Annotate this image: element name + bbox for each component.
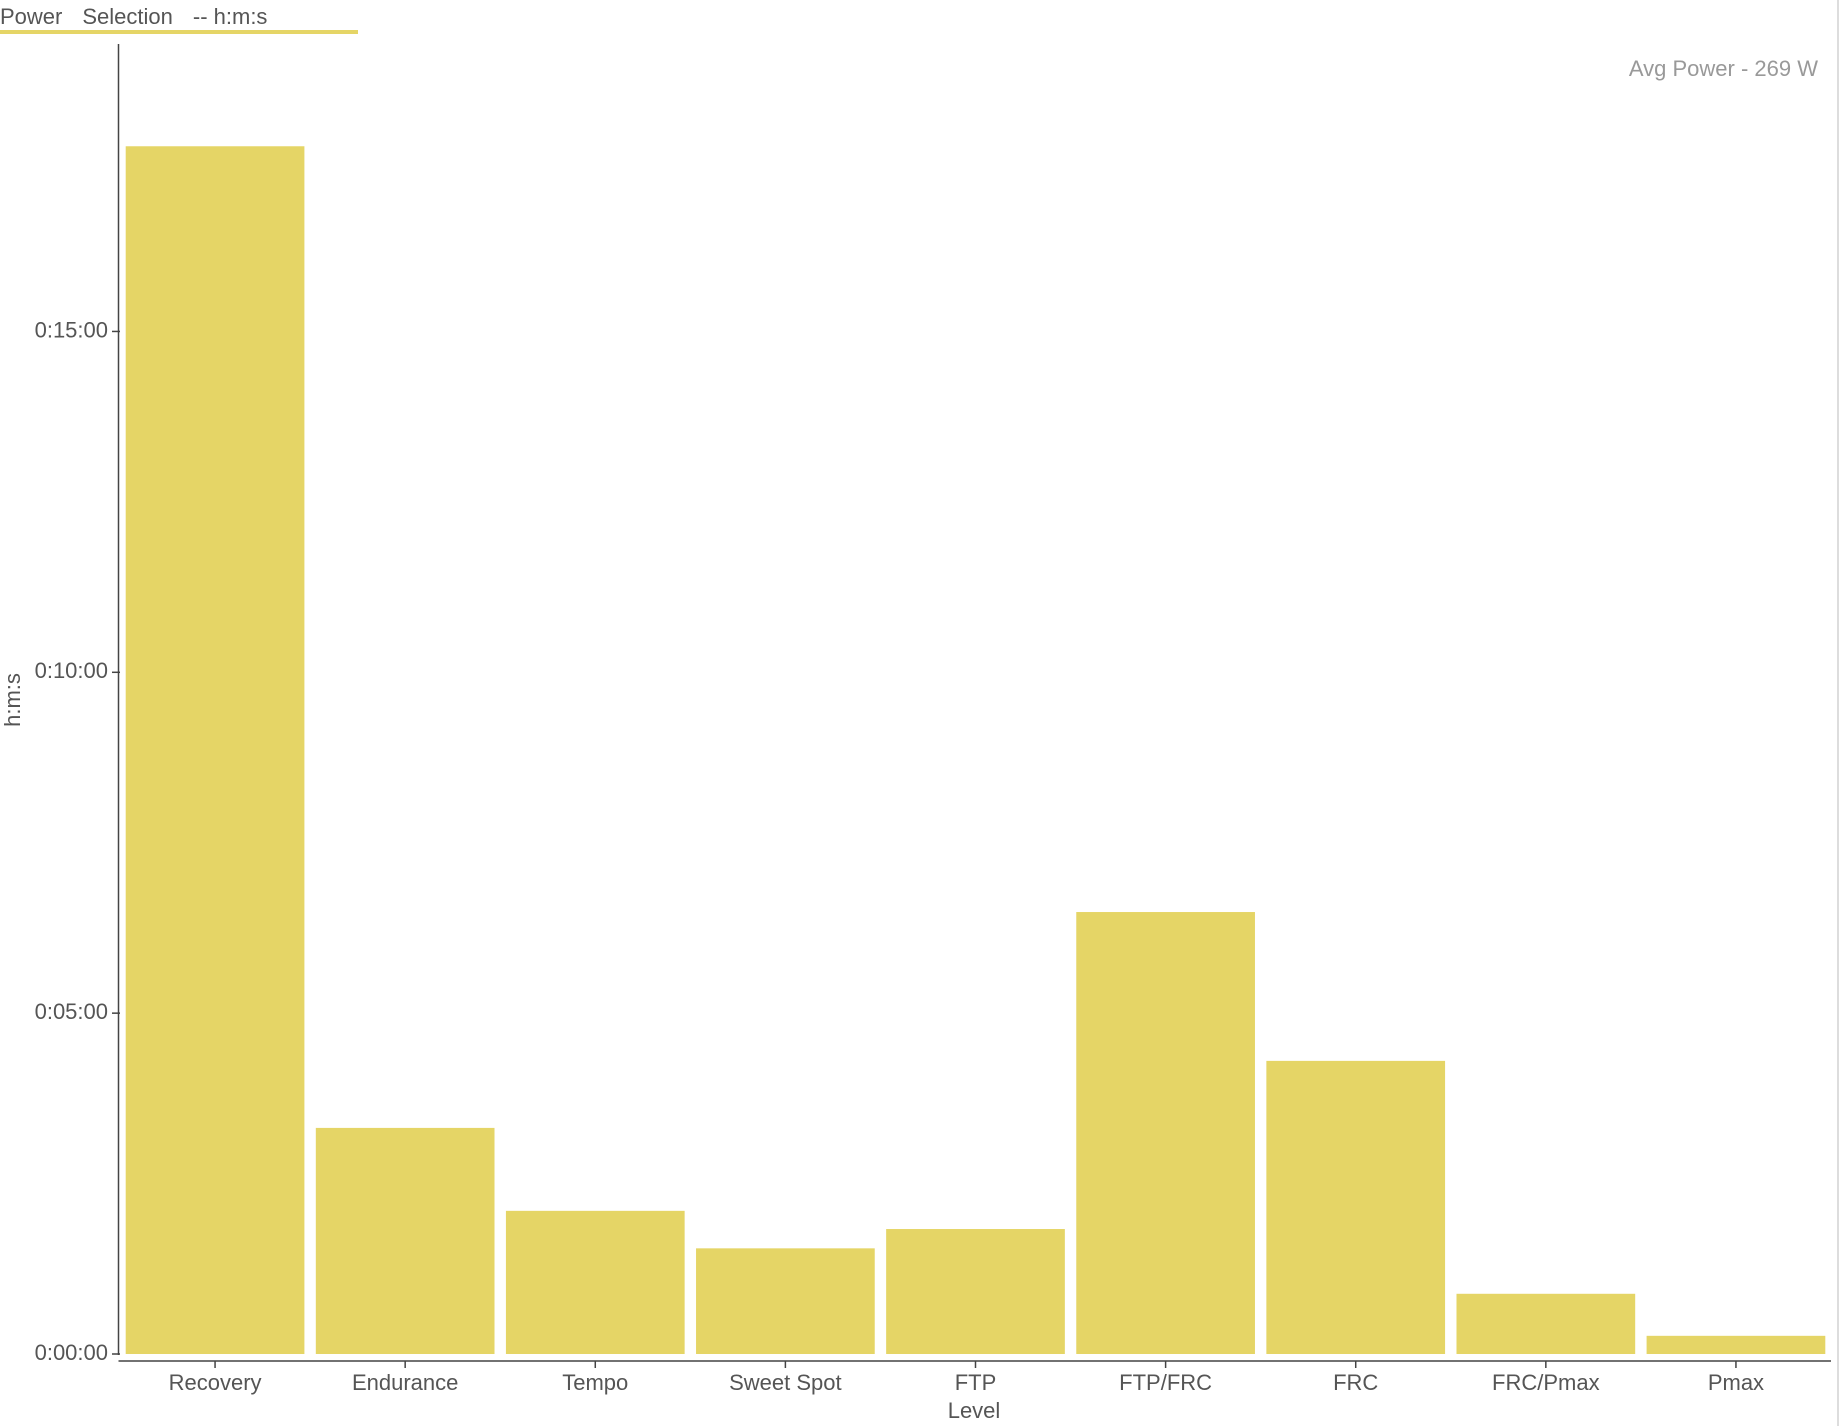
x-axis-label: Level <box>948 1398 1001 1423</box>
bar <box>315 1127 495 1354</box>
bar <box>1076 912 1255 1354</box>
y-tick-label: 0:10:00 <box>35 658 108 683</box>
bar <box>1456 1293 1636 1354</box>
bar <box>696 1248 875 1354</box>
bar <box>1646 1335 1826 1354</box>
annotation: Avg Power - 269 W <box>1629 56 1818 81</box>
x-tick-label: Recovery <box>169 1370 262 1395</box>
x-tick-label: Tempo <box>562 1370 628 1395</box>
legend-item: -- h:m:s <box>193 4 268 29</box>
y-tick-label: 0:05:00 <box>35 999 108 1024</box>
x-tick-label: FTP <box>955 1370 997 1395</box>
bar <box>125 146 305 1354</box>
x-tick-label: Sweet Spot <box>729 1370 842 1395</box>
x-tick-label: Pmax <box>1708 1370 1764 1395</box>
x-tick-label: Endurance <box>352 1370 458 1395</box>
bar <box>886 1229 1065 1354</box>
y-axis-label: h:m:s <box>0 673 25 727</box>
y-tick-label: 0:15:00 <box>35 317 108 342</box>
y-tick-label: 0:00:00 <box>35 1340 108 1365</box>
x-tick-label: FRC/Pmax <box>1492 1370 1600 1395</box>
x-tick-label: FTP/FRC <box>1119 1370 1212 1395</box>
bar <box>1266 1060 1446 1354</box>
legend-item: Power <box>0 4 62 29</box>
x-tick-label: FRC <box>1333 1370 1378 1395</box>
legend-item: Selection <box>82 4 173 29</box>
bar <box>505 1210 685 1354</box>
